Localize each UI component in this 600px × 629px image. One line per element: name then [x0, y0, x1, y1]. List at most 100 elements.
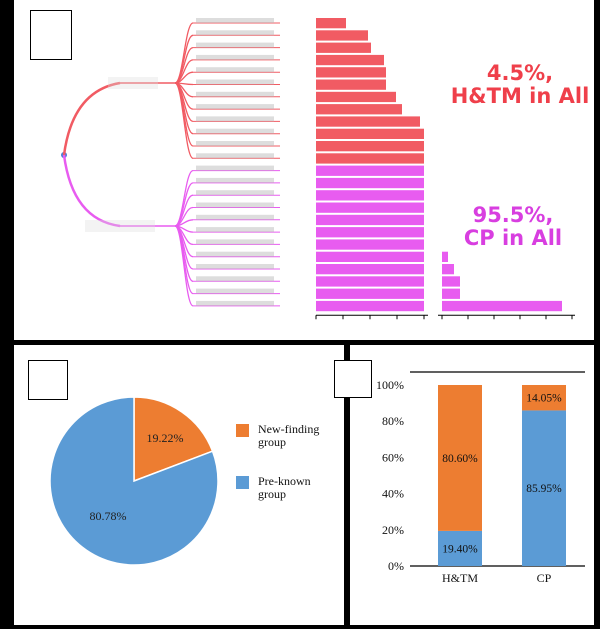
stacked-bar-chart: 0% 20% 40% 60% 80% 100% 19.40% 80.60% H&TM 85.95%…	[376, 371, 585, 585]
pie-legend-swatch	[236, 476, 249, 489]
cp-bar	[316, 177, 424, 189]
cp-bar	[316, 276, 424, 287]
stacked-bar-label: 19.40%	[442, 543, 478, 555]
tree-leaf-label	[196, 177, 274, 183]
htm-callout-label: H&TM in All	[450, 84, 590, 109]
tree-leaf-label	[196, 288, 274, 294]
panel-c-label-box	[334, 360, 372, 398]
stack-y-tick-label: 100%	[376, 378, 404, 392]
cp-callout-pct: 95.5%,	[472, 203, 554, 227]
tree-leaf-label	[196, 264, 274, 269]
tree-leaf-branch	[174, 22, 194, 84]
stack-y-tick-label: 0%	[388, 559, 404, 573]
htm-bar	[316, 18, 346, 29]
top-panel	[14, 0, 594, 340]
tree-leaf-label	[196, 42, 274, 48]
tree-leaf-label	[196, 79, 274, 85]
cp-bar	[316, 288, 424, 299]
tree-leaf-label	[196, 18, 274, 23]
tree-leaf-label	[196, 239, 274, 245]
tree-leaf-label	[196, 116, 274, 122]
stacked-bar-segment	[438, 530, 482, 566]
tree-leaf-label	[196, 190, 274, 196]
tree-leaf-label	[196, 276, 274, 282]
tree-cp-node-label	[85, 220, 155, 232]
htm-bar	[316, 104, 402, 115]
tree-leaf-branch	[174, 34, 194, 84]
htm-callout-pct: 4.5%,	[486, 61, 554, 85]
cp-bar-secondary	[442, 300, 562, 312]
pie-legend-swatch	[236, 424, 249, 437]
panel-a-label-box	[30, 10, 72, 60]
pie-legend-label: group	[258, 487, 286, 501]
cp-bar	[316, 165, 424, 176]
tree-leaf-label	[196, 104, 274, 110]
htm-bar	[316, 153, 424, 164]
cp-bar	[316, 251, 424, 262]
stacked-bar-segment	[438, 385, 482, 531]
tree-leaf-label	[196, 141, 274, 146]
tree-leaf-label	[196, 202, 274, 208]
tree-leaf-branch	[174, 225, 194, 307]
htm-bar	[316, 128, 424, 139]
panel-b-label-box	[28, 360, 68, 400]
tree-leaf-label	[196, 227, 274, 233]
pie-legend-label: New-finding	[258, 422, 319, 436]
stacked-bar-label: 85.95%	[526, 483, 562, 495]
pie-slice	[49, 396, 219, 566]
stacked-bar-label: 14.05%	[526, 393, 562, 405]
tree-leaf-label	[196, 300, 274, 306]
stacked-bar-segment	[522, 385, 566, 411]
cp-bar	[316, 202, 424, 213]
htm-bar	[316, 116, 420, 127]
stack-x-tick-label: CP	[537, 571, 552, 585]
stack-y-tick-label: 40%	[382, 487, 404, 501]
stack-x-tick-label: H&TM	[442, 571, 478, 585]
cp-bar-secondary	[442, 264, 454, 275]
tree-leaf-branch	[174, 82, 194, 159]
htm-bar	[316, 91, 396, 103]
tree-leaf-label	[196, 54, 274, 60]
tree-leaf-label	[196, 214, 274, 220]
tree-leaf-label	[196, 91, 274, 97]
pie-slice-label: 80.78%	[90, 509, 127, 523]
cp-callout-label: CP in All	[463, 226, 563, 251]
pie-slice-label: 19.22%	[147, 431, 184, 445]
stack-y-tick-label: 80%	[382, 414, 404, 428]
tree-leaf-label	[196, 165, 274, 171]
tree-leaf-label	[196, 251, 274, 257]
cp-bar	[316, 239, 424, 250]
stacked-bar-segment	[522, 410, 566, 566]
tree-branch-cp	[62, 154, 121, 228]
tree-leaf-label	[196, 153, 274, 159]
htm-bar	[316, 30, 368, 41]
tree-leaf-label	[196, 128, 274, 134]
htm-bar	[316, 42, 371, 53]
cp-bar-secondary	[442, 288, 460, 299]
htm-bar	[316, 79, 386, 90]
cp-bar	[316, 214, 424, 226]
stack-y-tick-label: 20%	[382, 523, 404, 537]
tree-branch-htm	[62, 81, 121, 156]
htm-callout: 4.5%, H&TM in All	[450, 61, 590, 109]
pie-legend-label: Pre-known	[258, 474, 311, 488]
cp-bar	[316, 190, 424, 201]
pie-legend-label: group	[258, 435, 286, 449]
cp-bar-secondary	[442, 276, 460, 287]
htm-bar	[316, 141, 424, 152]
pie-slice	[133, 396, 214, 483]
cp-bar	[316, 264, 424, 275]
tree-htm-node-label	[108, 77, 158, 89]
cp-bar-secondary	[442, 251, 448, 262]
stack-y-tick-label: 60%	[382, 450, 404, 464]
pie-chart: 19.22%80.78% New-findinggroupPre-knowngr…	[49, 396, 319, 566]
cp-bar	[316, 227, 424, 238]
tree-leaf-label	[196, 67, 274, 73]
stacked-bar-label: 80.60%	[442, 453, 478, 465]
tree-bar-chart	[38, 18, 575, 320]
htm-bar	[316, 67, 386, 78]
cp-callout: 95.5%, CP in All	[458, 203, 568, 251]
htm-bar	[316, 54, 384, 66]
cp-bar	[316, 300, 424, 312]
tree-leaf-branch	[174, 82, 194, 147]
